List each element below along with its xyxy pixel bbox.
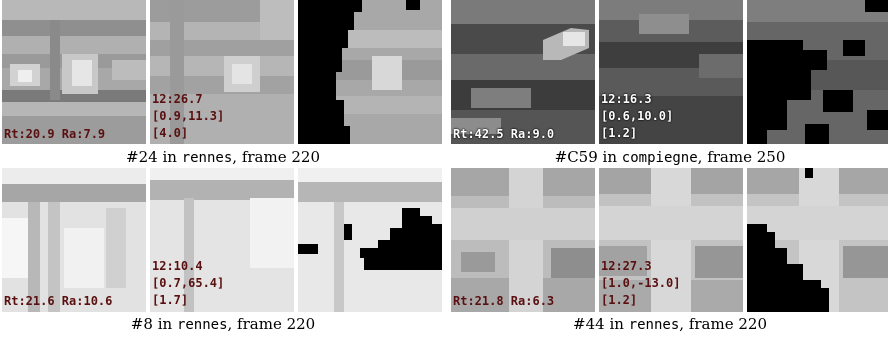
patch-image: [2, 0, 146, 144]
info-line-3: [1.2]: [601, 293, 638, 307]
patch-image: [150, 0, 294, 144]
rt-ra-label: Rt:21.8 Ra:6.3: [453, 294, 555, 308]
dataset-name: rennes: [176, 317, 228, 333]
info-line-2: [0.7,65.4]: [152, 276, 225, 290]
dataset-name: rennes: [181, 150, 233, 166]
rt-ra-label: Rt:20.9 Ra:7.9: [4, 127, 106, 141]
object-id: #44: [573, 315, 605, 333]
frame-text: , frame 220: [232, 148, 320, 166]
figure-caption: #44 in rennes, frame 220: [540, 315, 800, 334]
info-line-3: [4.0]: [152, 126, 189, 140]
frame-text: , frame 220: [679, 315, 767, 333]
figure-caption: #C59 in compiegne, frame 250: [520, 148, 820, 167]
frame-text: , frame 220: [227, 315, 316, 333]
rt-ra-label: Rt:42.5 Ra:9.0: [453, 127, 555, 141]
patch-mask: [747, 168, 888, 312]
patch-image: [2, 168, 146, 312]
info-line-1: 12:16.3: [601, 92, 652, 106]
info-line-3: [1.7]: [152, 293, 189, 307]
object-id: #24: [126, 148, 158, 166]
caption-in: in: [162, 148, 177, 166]
info-line-2: [0.9,11.3]: [152, 109, 225, 123]
frame-text: , frame 250: [697, 148, 786, 166]
info-line-1: 12:26.7: [152, 92, 203, 106]
caption-in: in: [157, 315, 173, 333]
info-line-3: [1.2]: [601, 126, 638, 140]
patch-image: [599, 168, 743, 312]
patch-image: [451, 0, 595, 144]
figure-caption: #8 in rennes, frame 220: [100, 315, 346, 334]
patch-image: [451, 168, 595, 312]
patch-mask: [298, 168, 442, 312]
dataset-name: compiegne: [621, 150, 698, 166]
caption-in: in: [602, 148, 618, 166]
patch-mask: [747, 0, 888, 144]
info-line-1: 12:10.4: [152, 259, 203, 273]
object-id: #C59: [554, 148, 598, 166]
figure-caption: #24 in rennes, frame 220: [100, 148, 346, 167]
info-line-2: [0.6,10.0]: [601, 109, 674, 123]
patch-image: [599, 0, 743, 144]
info-line-1: 12:27.3: [601, 259, 652, 273]
rt-ra-label: Rt:21.6 Ra:10.6: [4, 294, 113, 308]
object-id: #8: [130, 315, 153, 333]
patch-image: [150, 168, 294, 312]
patch-mask: [298, 0, 442, 144]
dataset-name: rennes: [628, 317, 680, 333]
info-line-2: [1.0,-13.0]: [601, 276, 681, 290]
caption-in: in: [609, 315, 624, 333]
